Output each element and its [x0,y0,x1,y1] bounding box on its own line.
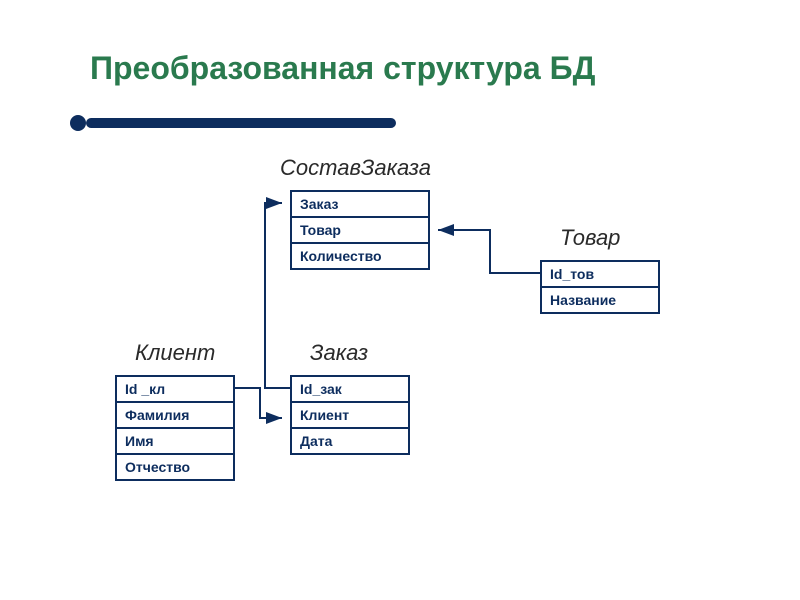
table-row: Id_тов [542,262,658,288]
table-row: Дата [292,429,408,453]
table-klient: Id _кл Фамилия Имя Отчество [115,375,235,481]
table-row: Заказ [292,192,428,218]
table-row: Id _кл [117,377,233,403]
connectors-layer [0,0,800,600]
table-row: Количество [292,244,428,268]
table-row: Отчество [117,455,233,479]
table-row: Название [542,288,658,312]
table-zakaz: Id_зак Клиент Дата [290,375,410,455]
table-row: Фамилия [117,403,233,429]
label-sostav: СоставЗаказа [280,155,431,181]
title-bullet [70,115,86,131]
table-row: Товар [292,218,428,244]
table-row: Имя [117,429,233,455]
title-line [86,118,396,128]
label-zakaz: Заказ [310,340,368,366]
label-tovar: Товар [560,225,620,251]
label-klient: Клиент [135,340,215,366]
table-row: Клиент [292,403,408,429]
page-title: Преобразованная структура БД [90,50,595,87]
table-sostav: Заказ Товар Количество [290,190,430,270]
table-row: Id_зак [292,377,408,403]
table-tovar: Id_тов Название [540,260,660,314]
